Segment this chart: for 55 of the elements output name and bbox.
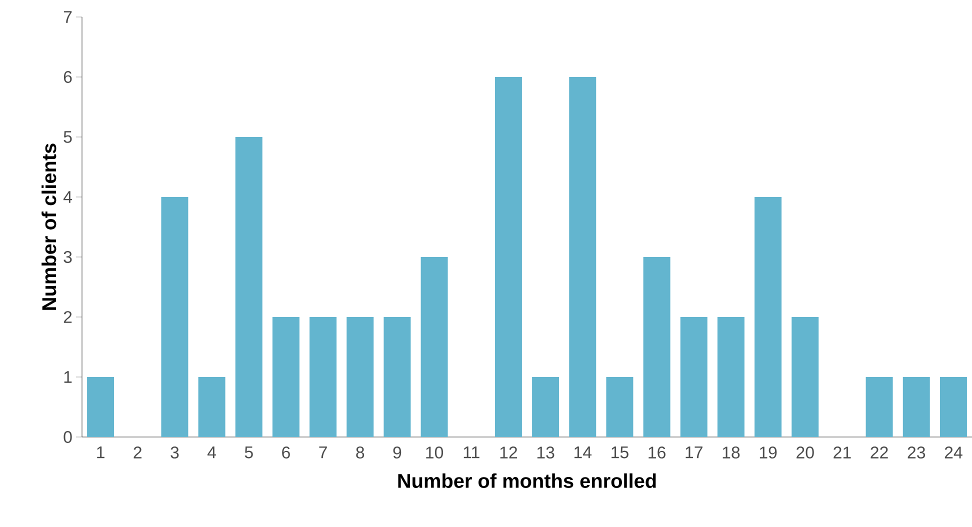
- bar: [643, 256, 670, 437]
- x-tick-label: 7: [319, 446, 327, 458]
- x-tick-label: 1: [97, 446, 104, 458]
- bar: [754, 196, 782, 437]
- y-tick-label: 0: [64, 431, 72, 443]
- x-tick-label: 4: [207, 446, 216, 458]
- x-tick-label: 6: [282, 446, 290, 459]
- x-tick-label: 9: [393, 446, 402, 459]
- x-tick-label: 11: [464, 446, 480, 458]
- bar: [940, 377, 967, 437]
- x-tick-label: 16: [648, 446, 666, 459]
- bar: [310, 317, 337, 437]
- y-tick-label: 7: [64, 11, 72, 23]
- bar: [494, 76, 522, 437]
- bar: [384, 317, 411, 437]
- bar: [866, 377, 893, 437]
- bar: [420, 256, 448, 437]
- bar: [198, 377, 226, 437]
- bar: [532, 377, 560, 437]
- bar: [792, 317, 819, 437]
- bar: [87, 377, 114, 437]
- x-tick-label: 3: [170, 446, 179, 459]
- x-tick-label: 19: [760, 446, 777, 459]
- y-tick-label: 6: [64, 71, 72, 83]
- x-tick-label: 8: [356, 446, 364, 459]
- bar: [606, 377, 634, 437]
- y-tick-label: 5: [64, 131, 72, 143]
- bar: [902, 377, 930, 437]
- x-tick-label: 5: [244, 446, 253, 458]
- x-tick-label: 22: [870, 446, 888, 458]
- x-tick-label: 10: [426, 446, 444, 459]
- x-tick-label: 23: [908, 446, 926, 459]
- bar: [235, 136, 262, 437]
- y-tick-label: 1: [64, 371, 72, 383]
- x-tick-label: 18: [722, 446, 740, 459]
- bar: [346, 317, 374, 437]
- bar: [272, 317, 300, 437]
- x-tick-label: 12: [500, 446, 518, 458]
- x-tick-label: 17: [686, 446, 702, 458]
- bar: [717, 317, 744, 437]
- y-tick-label: 3: [64, 251, 72, 263]
- bar: [161, 196, 188, 437]
- x-tick-label: 15: [612, 446, 628, 458]
- x-axis-title: Number of months enrolled: [398, 473, 656, 488]
- y-axis-title: Number of clients: [42, 144, 56, 310]
- x-tick-label: 2: [134, 446, 142, 458]
- x-tick-label: 14: [574, 446, 592, 458]
- bar: [680, 317, 708, 437]
- x-tick-label: 24: [944, 446, 962, 458]
- bar: [569, 76, 596, 437]
- y-tick-label: 2: [64, 311, 72, 323]
- x-tick-label: 21: [834, 446, 851, 458]
- x-tick-label: 13: [537, 446, 554, 459]
- y-tick-label: 4: [63, 191, 72, 203]
- x-tick-label: 20: [796, 446, 814, 459]
